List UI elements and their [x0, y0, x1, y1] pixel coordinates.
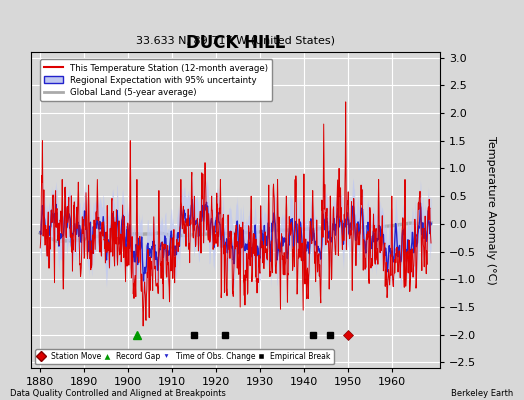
Text: Berkeley Earth: Berkeley Earth: [451, 389, 514, 398]
Y-axis label: Temperature Anomaly (°C): Temperature Anomaly (°C): [486, 136, 496, 284]
Text: 33.633 N, 89.717 W (United States): 33.633 N, 89.717 W (United States): [136, 36, 335, 46]
Text: Data Quality Controlled and Aligned at Breakpoints: Data Quality Controlled and Aligned at B…: [10, 389, 226, 398]
Title: DUCK HILL: DUCK HILL: [186, 34, 286, 52]
Legend: Station Move, Record Gap, Time of Obs. Change, Empirical Break: Station Move, Record Gap, Time of Obs. C…: [35, 349, 334, 364]
